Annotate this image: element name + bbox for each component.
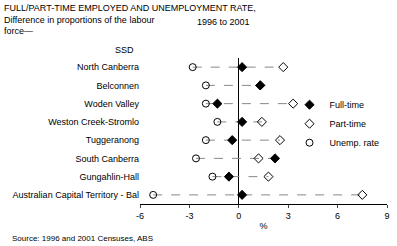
svg-text:Woden Valley: Woden Valley	[84, 99, 139, 109]
svg-text:3: 3	[286, 211, 291, 221]
svg-text:North Canberra: North Canberra	[77, 62, 139, 72]
svg-text:Gungahlin-Hall: Gungahlin-Hall	[79, 172, 139, 182]
svg-text:SSD: SSD	[115, 45, 134, 55]
svg-text:Unemp. rate: Unemp. rate	[330, 138, 380, 148]
svg-text:Tuggeranong: Tuggeranong	[86, 135, 139, 145]
svg-text:FULL/PART-TIME EMPLOYED AND UN: FULL/PART-TIME EMPLOYED AND UNEMPLOYMENT…	[4, 3, 256, 36]
svg-text:South Canberra: South Canberra	[75, 154, 139, 164]
svg-text:1996 to 2001: 1996 to 2001	[197, 17, 250, 27]
svg-text:-6: -6	[136, 211, 144, 221]
svg-text:Weston Creek-Stromlo: Weston Creek-Stromlo	[48, 117, 139, 127]
svg-text:Source: 1996 and 2001 Censuses: Source: 1996 and 2001 Censuses, ABS	[12, 234, 153, 243]
svg-text:6: 6	[335, 211, 340, 221]
svg-text:%: %	[259, 221, 267, 231]
svg-text:Belconnen: Belconnen	[96, 81, 139, 91]
svg-text:Full-time: Full-time	[330, 100, 365, 110]
svg-text:9: 9	[384, 211, 389, 221]
svg-text:Part-time: Part-time	[330, 119, 367, 129]
svg-text:Australian Capital Territory -: Australian Capital Territory - Bal	[13, 190, 139, 200]
svg-text:0: 0	[236, 211, 241, 221]
svg-text:-3: -3	[185, 211, 193, 221]
